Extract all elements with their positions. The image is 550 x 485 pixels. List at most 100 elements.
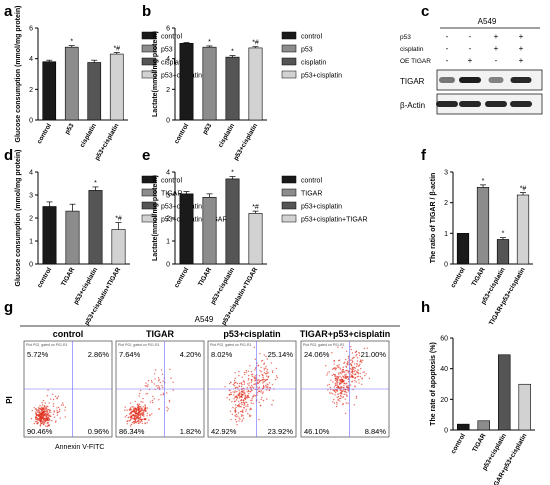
flow-event-dot	[61, 402, 64, 404]
flow-event-dot	[238, 389, 240, 392]
legend-swatch	[281, 201, 297, 210]
flow-event-dot	[362, 371, 364, 373]
flow-event-dot	[349, 346, 352, 348]
flow-event-dot	[241, 394, 243, 397]
flow-event-dot	[46, 419, 48, 422]
flow-event-dot	[241, 383, 243, 386]
flow-event-dot	[62, 404, 65, 406]
chart-a: 0 2 4 6 Glucose consumption (mmol/mg protein…	[15, 6, 202, 162]
flow-event-dot	[233, 391, 236, 394]
flow-event-dot	[240, 382, 242, 384]
flow-event-dot	[230, 418, 232, 421]
flow-event-dot	[157, 384, 159, 387]
flow-event-dot	[45, 406, 47, 409]
flow-event-dot	[356, 360, 359, 362]
flow-event-dot	[267, 371, 269, 374]
y-tick-label: 3	[29, 193, 33, 200]
flow-event-dot	[328, 392, 331, 394]
flow-event-dot	[253, 394, 255, 396]
flow-event-dot	[145, 385, 148, 387]
flow-event-dot	[243, 403, 246, 405]
flow-event-dot	[60, 404, 63, 406]
flow-event-dot	[238, 420, 240, 422]
flow-event-dot	[162, 393, 165, 396]
flow-event-dot	[153, 383, 156, 385]
flow-event-dot	[243, 390, 245, 392]
legend-swatch	[141, 31, 157, 40]
flow-event-dot	[353, 404, 355, 406]
wb-actin-band	[459, 101, 481, 107]
flow-event-dot	[245, 369, 248, 372]
flow-event-dot	[130, 416, 132, 418]
wb-mark: -	[469, 32, 472, 41]
legend-label: control	[161, 34, 182, 41]
flow-event-dot	[351, 359, 353, 361]
flow-event-dot	[42, 416, 45, 419]
flow-event-dot	[143, 418, 146, 421]
flow-event-dot	[260, 371, 262, 373]
flow-event-dot	[251, 399, 253, 401]
flow-event-dot	[36, 422, 38, 424]
flow-event-dot	[144, 422, 146, 424]
wb-condition-label: cisplatin	[400, 46, 424, 53]
flow-event-dot	[44, 406, 46, 408]
flow-event-dot	[250, 373, 253, 376]
flow-event-dot	[344, 391, 347, 393]
flow-event-dot	[266, 385, 268, 388]
flow-event-dot	[146, 415, 148, 417]
flow-event-dot	[251, 379, 253, 381]
flow-event-dot	[141, 411, 143, 414]
bar-cisplatin	[87, 62, 102, 121]
x-tick-label: TIGAR	[60, 266, 76, 287]
flow-event-dot	[261, 396, 263, 399]
flow-event-dot	[342, 403, 344, 405]
flow-event-dot	[131, 406, 133, 408]
flow-event-dot	[153, 373, 156, 375]
y-tick-label: 3	[444, 170, 448, 177]
flow-event-dot	[140, 401, 142, 403]
flow-event-dot	[144, 385, 146, 387]
flow-event-dot	[129, 419, 131, 422]
flow-event-dot	[46, 418, 49, 420]
flow-event-dot	[236, 382, 239, 385]
wb-actin-band	[436, 101, 458, 107]
bar-p53+cisplatin	[248, 47, 263, 121]
flow-event-dot	[128, 409, 131, 411]
flow-event-dot	[258, 381, 261, 383]
flow-event-dot	[231, 401, 233, 403]
flow-event-dot	[157, 380, 160, 382]
flow-event-dot	[332, 373, 335, 375]
flow-event-dot	[352, 360, 354, 363]
flow-event-dot	[338, 393, 340, 395]
flow-event-dot	[134, 412, 137, 415]
flow-event-dot	[266, 398, 268, 400]
flow-event-dot	[340, 378, 342, 381]
flow-event-dot	[360, 360, 362, 362]
flow-event-dot	[37, 414, 40, 417]
flow-event-dot	[229, 410, 232, 413]
flow-event-dot	[36, 409, 38, 412]
flow-event-dot	[342, 389, 345, 391]
flow-event-dot	[232, 406, 234, 409]
flow-event-dot	[133, 414, 135, 416]
flow-event-dot	[233, 379, 236, 382]
flow-plot-header: Plot P02, gated on P01.R1	[26, 343, 67, 347]
panel-letter-h: h	[421, 299, 430, 316]
flow-event-dot	[242, 415, 244, 417]
flow-event-dot	[334, 375, 336, 377]
flow-event-dot	[238, 370, 240, 373]
flow-event-dot	[241, 390, 243, 392]
flow-event-dot	[326, 372, 329, 374]
flow-event-dot	[263, 354, 265, 356]
x-tick-label: TIGAR	[471, 432, 487, 453]
flow-event-dot	[44, 418, 47, 421]
flow-event-dot	[240, 399, 242, 402]
flow-event-dot	[355, 395, 358, 398]
y-tick-label: 60	[440, 336, 448, 343]
flow-event-dot	[350, 374, 352, 376]
flow-event-dot	[342, 370, 344, 372]
x-tick-label: TIGAR	[471, 266, 487, 287]
flow-event-dot	[338, 397, 341, 400]
bar-p53+cisplatin	[109, 53, 124, 121]
flow-event-dot	[40, 408, 42, 410]
